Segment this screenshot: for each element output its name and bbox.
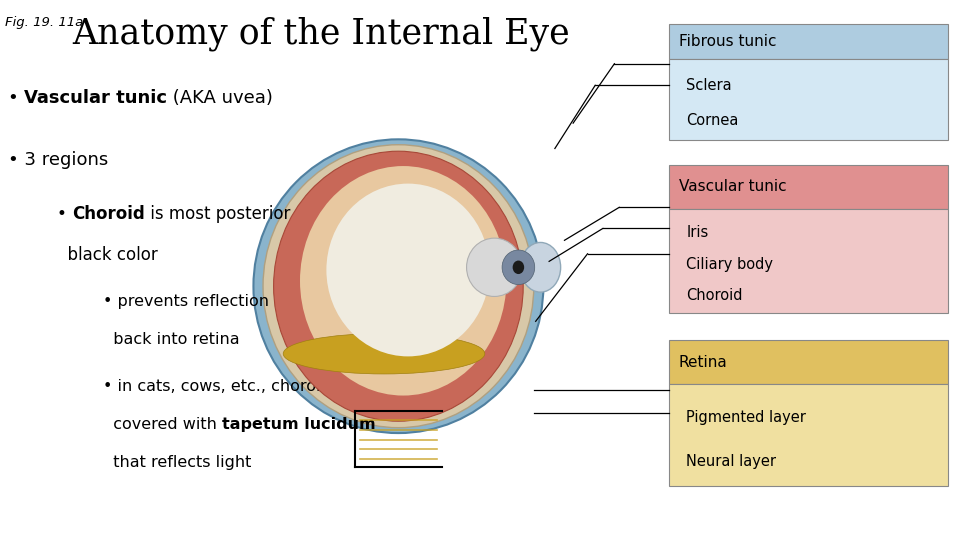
Text: • prevents reflection of excess lig: • prevents reflection of excess lig xyxy=(62,294,373,309)
Text: Sclera: Sclera xyxy=(686,78,732,93)
FancyBboxPatch shape xyxy=(669,340,948,384)
Ellipse shape xyxy=(513,261,524,274)
FancyBboxPatch shape xyxy=(669,384,948,486)
Ellipse shape xyxy=(467,238,522,296)
Ellipse shape xyxy=(274,151,523,421)
Text: • in cats, cows, etc., choroid: • in cats, cows, etc., choroid xyxy=(62,379,331,394)
Text: Neural layer: Neural layer xyxy=(686,454,777,469)
FancyBboxPatch shape xyxy=(669,59,948,140)
Text: Pigmented layer: Pigmented layer xyxy=(686,410,806,425)
Text: • 3 regions: • 3 regions xyxy=(8,151,108,169)
Text: Fig. 19. 11a: Fig. 19. 11a xyxy=(5,16,84,29)
Ellipse shape xyxy=(253,139,543,433)
FancyBboxPatch shape xyxy=(669,24,948,59)
Ellipse shape xyxy=(300,166,507,395)
Text: black color: black color xyxy=(36,246,158,264)
Ellipse shape xyxy=(502,250,535,285)
Text: Ciliary body: Ciliary body xyxy=(686,257,774,272)
Text: is most posterior region,: is most posterior region, xyxy=(145,205,354,223)
FancyBboxPatch shape xyxy=(669,209,948,313)
Text: covered with: covered with xyxy=(62,417,223,432)
Text: Retina: Retina xyxy=(679,355,728,369)
Text: Choroid: Choroid xyxy=(686,288,743,303)
Text: •: • xyxy=(8,89,24,107)
Text: •: • xyxy=(36,205,73,223)
Text: Cornea: Cornea xyxy=(686,113,739,129)
Text: (AKA uvea): (AKA uvea) xyxy=(167,89,273,107)
Ellipse shape xyxy=(283,333,485,374)
Text: back into retina: back into retina xyxy=(62,332,240,347)
Text: Iris: Iris xyxy=(686,225,708,240)
Text: Vascular tunic: Vascular tunic xyxy=(24,89,167,107)
Ellipse shape xyxy=(263,145,534,428)
FancyBboxPatch shape xyxy=(669,165,948,209)
Text: Fibrous tunic: Fibrous tunic xyxy=(679,34,777,49)
Ellipse shape xyxy=(520,242,561,292)
Text: that reflects light: that reflects light xyxy=(62,455,252,470)
Text: tapetum lucidum: tapetum lucidum xyxy=(223,417,376,432)
Text: Anatomy of the Internal Eye: Anatomy of the Internal Eye xyxy=(72,16,569,51)
Ellipse shape xyxy=(326,184,490,356)
Text: Vascular tunic: Vascular tunic xyxy=(679,179,786,194)
Text: Choroid: Choroid xyxy=(73,205,145,223)
